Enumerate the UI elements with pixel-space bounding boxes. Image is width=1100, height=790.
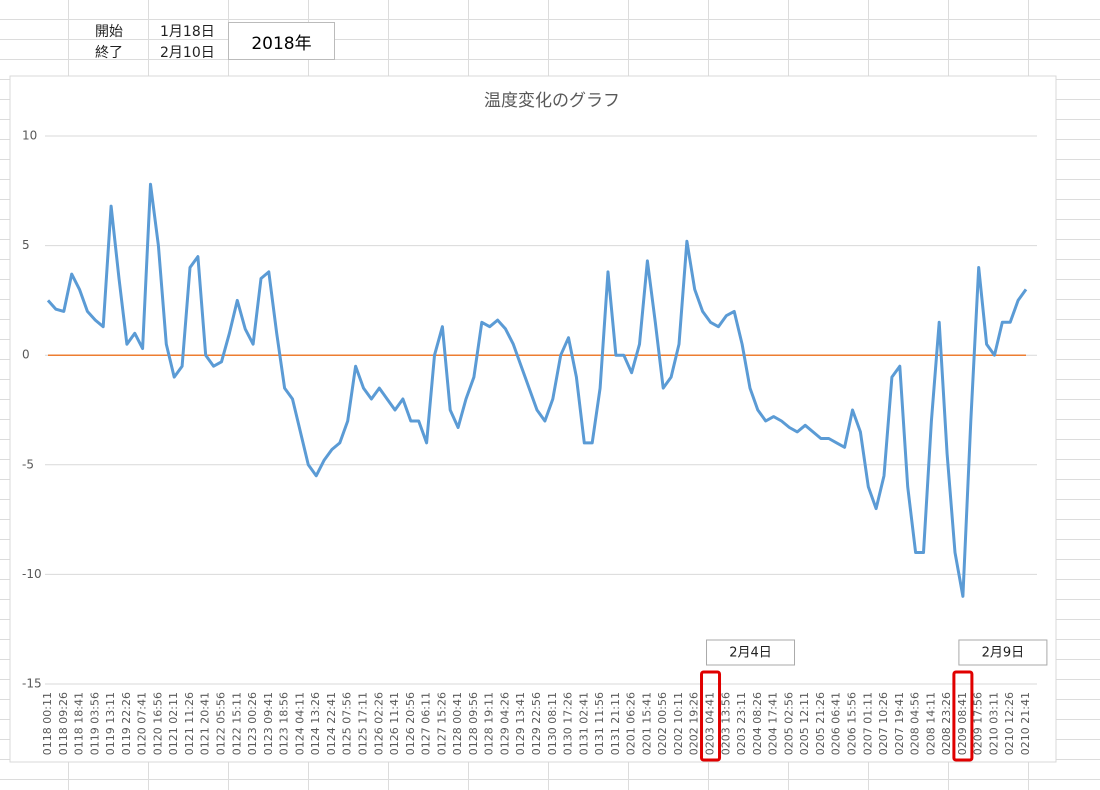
x-tick-label: 0130 08:11 xyxy=(546,692,559,755)
x-tick-label: 0201 06:26 xyxy=(625,692,638,755)
x-tick-label: 0122 15:11 xyxy=(230,692,243,755)
x-tick-label: 0206 06:41 xyxy=(830,692,843,755)
x-tick-label: 0205 21:26 xyxy=(814,692,827,755)
x-tick-label: 0118 18:41 xyxy=(73,692,86,755)
x-tick-label: 0123 00:26 xyxy=(246,692,259,755)
x-tick-label: 0121 02:11 xyxy=(167,692,180,755)
year-cell[interactable]: 2018年 xyxy=(228,22,335,60)
x-tick-label: 0129 22:56 xyxy=(530,692,543,755)
x-tick-label: 0123 09:41 xyxy=(262,692,275,755)
x-tick-label: 0122 05:56 xyxy=(215,692,228,755)
x-tick-label: 0203 13:56 xyxy=(719,692,732,755)
x-tick-label: 0125 07:56 xyxy=(341,692,354,755)
y-tick-label: 0 xyxy=(22,348,30,362)
x-tick-label: 0120 07:41 xyxy=(136,692,149,755)
end-label: 終了 xyxy=(95,45,123,61)
x-tick-label: 0128 09:56 xyxy=(467,692,480,755)
x-tick-label: 0202 10:11 xyxy=(672,692,685,755)
end-date: 2月10日 xyxy=(160,45,215,61)
x-tick-label: 0203 23:11 xyxy=(735,692,748,755)
x-tick-label: 0204 08:26 xyxy=(751,692,764,755)
callout-text: 2月9日 xyxy=(982,646,1025,661)
x-tick-label: 0127 06:11 xyxy=(420,692,433,755)
callout-text: 2月4日 xyxy=(729,646,772,661)
x-tick-label: 0210 21:41 xyxy=(1019,692,1032,755)
x-tick-label: 0128 00:41 xyxy=(451,692,464,755)
x-tick-label: 0130 17:26 xyxy=(562,692,575,755)
x-tick-label: 0203 04:41 xyxy=(704,692,717,755)
x-tick-label: 0208 14:11 xyxy=(924,692,937,755)
x-tick-label: 0119 13:11 xyxy=(104,692,117,755)
x-tick-label: 0120 16:56 xyxy=(151,692,164,755)
x-tick-label: 0123 18:56 xyxy=(278,692,291,755)
y-tick-label: 10 xyxy=(22,129,37,143)
x-tick-label: 0207 10:26 xyxy=(877,692,890,755)
y-tick-label: -10 xyxy=(22,567,42,581)
data-line xyxy=(46,182,1028,598)
x-tick-label: 0204 17:41 xyxy=(767,692,780,755)
x-tick-label: 0202 19:26 xyxy=(688,692,701,755)
x-tick-label: 0210 12:26 xyxy=(1003,692,1016,755)
x-tick-label: 0208 04:56 xyxy=(909,692,922,755)
x-tick-label: 0131 11:56 xyxy=(593,692,606,755)
x-tick-label: 0126 20:56 xyxy=(404,692,417,755)
highlight-box xyxy=(952,670,974,762)
x-tick-label: 0124 13:26 xyxy=(309,692,322,755)
x-tick-label: 0125 17:11 xyxy=(356,692,369,755)
x-tick-label: 0121 20:41 xyxy=(199,692,212,755)
x-tick-label: 0121 11:26 xyxy=(183,692,196,755)
x-tick-label: 0126 02:26 xyxy=(372,692,385,755)
start-date: 1月18日 xyxy=(160,24,215,40)
x-tick-label: 0207 01:11 xyxy=(861,692,874,755)
x-tick-label: 0201 15:41 xyxy=(640,692,653,755)
x-tick-label: 0127 15:26 xyxy=(435,692,448,755)
callout-box xyxy=(706,639,796,666)
x-tick-label: 0128 19:11 xyxy=(483,692,496,755)
x-tick-label: 0210 03:11 xyxy=(987,692,1000,755)
x-tick-label: 0129 04:26 xyxy=(498,692,511,755)
x-tick-label: 0202 00:56 xyxy=(656,692,669,755)
x-tick-label: 0208 23:26 xyxy=(940,692,953,755)
x-tick-label: 0209 17:56 xyxy=(972,692,985,755)
x-tick-label: 0126 11:41 xyxy=(388,692,401,755)
start-label: 開始 xyxy=(95,24,123,40)
x-tick-label: 0124 22:41 xyxy=(325,692,338,755)
highlight-box xyxy=(700,670,722,762)
x-tick-label: 0119 03:56 xyxy=(88,692,101,755)
x-tick-label: 0131 02:41 xyxy=(577,692,590,755)
x-tick-label: 0206 15:56 xyxy=(845,692,858,755)
x-tick-label: 0119 22:26 xyxy=(120,692,133,755)
y-tick-label: -5 xyxy=(22,457,34,471)
x-tick-label: 0209 08:41 xyxy=(956,692,969,755)
x-tick-label: 0205 12:11 xyxy=(798,692,811,755)
callout-box xyxy=(958,639,1048,666)
x-tick-label: 0131 21:11 xyxy=(609,692,622,755)
x-tick-label: 0205 02:56 xyxy=(782,692,795,755)
x-tick-label: 0124 04:11 xyxy=(293,692,306,755)
y-tick-label: 5 xyxy=(22,238,30,252)
x-tick-label: 0207 19:41 xyxy=(893,692,906,755)
chart-title: 温度変化のグラフ xyxy=(484,91,620,111)
x-tick-label: 0118 09:26 xyxy=(57,692,70,755)
chart-area xyxy=(9,75,1057,763)
x-tick-label: 0129 13:41 xyxy=(514,692,527,755)
y-tick-label: -15 xyxy=(22,677,42,691)
x-tick-label: 0118 00:11 xyxy=(41,692,54,755)
